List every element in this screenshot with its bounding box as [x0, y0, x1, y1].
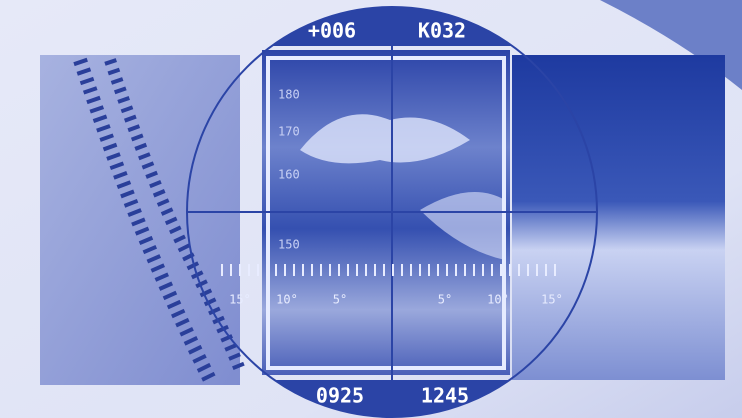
scope-circle — [186, 6, 598, 418]
bottom-right-readout: 1245 — [421, 384, 469, 408]
scale-label: 5° — [438, 293, 452, 307]
scale-label: 5° — [333, 293, 347, 307]
corner-shade — [600, 0, 742, 90]
wave-crest — [300, 114, 470, 164]
horizontal-scale — [221, 264, 556, 276]
vertical-scale-label: 170 — [278, 125, 300, 139]
vertical-scale-label: 180 — [278, 88, 300, 102]
vertical-scale-label: 150 — [278, 238, 300, 252]
vertical-scale-label: 160 — [278, 168, 300, 182]
cloud-panel — [512, 55, 725, 380]
scale-label: 15° — [541, 293, 563, 307]
bottom-left-readout: 0925 — [316, 384, 364, 408]
wave-foam — [420, 192, 505, 260]
top-right-readout: K032 — [418, 19, 466, 43]
top-left-readout: +006 — [308, 19, 356, 43]
scale-label: 10° — [487, 293, 509, 307]
scale-label: 15° — [229, 293, 251, 307]
scale-label: 10° — [276, 293, 298, 307]
